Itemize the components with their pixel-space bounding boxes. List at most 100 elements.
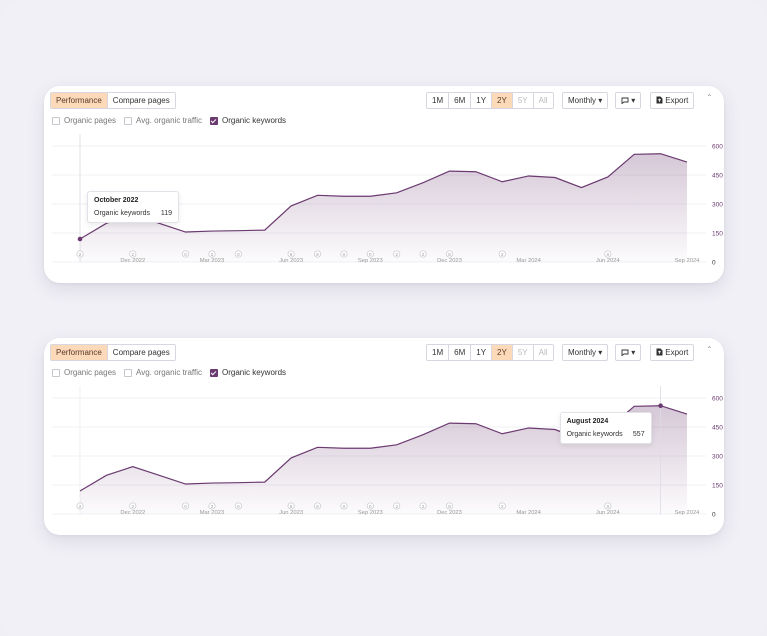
range-6m-button[interactable]: 6M xyxy=(449,345,472,360)
checkbox[interactable] xyxy=(124,368,133,377)
annotation-marker-label: 0 xyxy=(343,252,346,257)
organic-keywords-chart: 600 450 300 150 0 Dec 2022 Mar 2023 Jun 2023 Sep… xyxy=(52,386,723,519)
range-1y-button[interactable]: 1Y xyxy=(471,93,493,108)
export-icon xyxy=(656,96,663,104)
range-all-button[interactable]: All xyxy=(533,93,553,108)
x-tick-label: Mar 2023 xyxy=(200,258,225,264)
annotation-marker-label: 8 xyxy=(316,504,319,509)
view-tabs: Performance Compare pages xyxy=(50,344,176,361)
chevron-down-icon: ▾ xyxy=(631,96,636,105)
comment-icon xyxy=(621,97,629,105)
annotation-marker xyxy=(366,250,374,258)
annotation-marker xyxy=(234,250,242,258)
x-tick-label: Sep 2023 xyxy=(358,510,383,516)
comment-icon xyxy=(621,349,629,357)
organic-keywords-chart: 600 450 300 150 0 Dec 2022 Mar 2023 Jun 2023 Sep… xyxy=(52,134,723,267)
annotation-marker xyxy=(393,250,401,258)
annotation-marker xyxy=(445,250,454,258)
tooltip-value: 119 xyxy=(160,209,172,217)
annotation-marker-label: 2 xyxy=(132,504,135,509)
annotation-marker-label: 8 xyxy=(290,504,293,509)
comment-dropdown[interactable]: ▾ xyxy=(615,92,642,109)
checkbox[interactable] xyxy=(210,116,218,125)
comment-dropdown[interactable]: ▾ xyxy=(615,344,642,361)
performance-card-1: Performance Compare pages 1M 6M 1Y 2Y 5Y… xyxy=(44,86,724,283)
range-1m-button[interactable]: 1M xyxy=(427,345,450,360)
annotation-marker xyxy=(208,502,216,510)
annotation-marker xyxy=(393,502,401,510)
range-5y-button[interactable]: 5Y xyxy=(512,93,534,108)
annotation-marker-label: 8 xyxy=(448,252,451,257)
range-all-button[interactable]: All xyxy=(533,345,553,360)
checkbox[interactable] xyxy=(210,368,218,377)
tab-performance[interactable]: Performance xyxy=(51,93,108,108)
checkbox[interactable] xyxy=(52,116,60,125)
annotation-marker-label: 2 xyxy=(501,252,504,257)
legend-organic-keywords[interactable]: Organic keywords xyxy=(210,116,286,125)
interval-label: Monthly xyxy=(568,348,597,357)
range-1y-button[interactable]: 1Y xyxy=(471,345,493,360)
y-tick-label: 300 xyxy=(712,202,723,209)
annotation-marker xyxy=(129,250,137,258)
interval-label: Monthly xyxy=(568,96,597,105)
export-icon xyxy=(656,348,663,356)
range-5y-button[interactable]: 5Y xyxy=(512,345,534,360)
range-selector: 1M 6M 1Y 2Y 5Y All xyxy=(426,92,554,109)
interval-dropdown[interactable]: Monthly ▾ xyxy=(562,344,609,361)
x-tick-label: Dec 2023 xyxy=(437,258,462,264)
tab-performance[interactable]: Performance xyxy=(51,345,108,360)
export-label: Export xyxy=(665,96,689,105)
legend-avg-organic-traffic[interactable]: Avg. organic traffic xyxy=(124,116,202,125)
export-button[interactable]: Export xyxy=(650,92,695,109)
annotation-marker-label: 2 xyxy=(79,252,82,257)
annotation-marker-label: 0 xyxy=(369,252,372,257)
chevron-down-icon: ▾ xyxy=(598,348,603,357)
view-tabs: Performance Compare pages xyxy=(50,92,176,109)
tab-compare-pages[interactable]: Compare pages xyxy=(107,345,175,360)
annotation-marker-label: 0 xyxy=(369,504,372,509)
range-2y-button[interactable]: 2Y xyxy=(492,345,513,360)
export-button[interactable]: Export xyxy=(650,344,695,361)
annotation-marker-label: 2 xyxy=(395,504,398,509)
annotation-marker-label: 8 xyxy=(448,504,451,509)
export-label: Export xyxy=(665,348,689,357)
legend-avg-organic-traffic[interactable]: Avg. organic traffic xyxy=(124,368,202,377)
chart-tooltip: August 2024 Organic keywords 557 xyxy=(559,411,652,444)
annotation-marker xyxy=(76,250,84,258)
legend-organic-keywords[interactable]: Organic keywords xyxy=(210,368,286,377)
annotation-marker xyxy=(76,502,84,510)
annotation-marker-label: 0 xyxy=(607,504,610,509)
annotation-marker-label: 2 xyxy=(211,504,214,509)
annotation-marker xyxy=(313,502,322,510)
interval-dropdown[interactable]: Monthly ▾ xyxy=(562,92,609,109)
y-tick-label: 450 xyxy=(712,425,723,432)
annotation-marker-label: 2 xyxy=(211,252,214,257)
annotation-marker xyxy=(287,502,295,510)
chevron-up-icon[interactable]: ⌃ xyxy=(706,345,713,354)
checkbox[interactable] xyxy=(124,116,133,125)
chevron-up-icon[interactable]: ⌃ xyxy=(706,93,713,102)
legend-organic-pages[interactable]: Organic pages xyxy=(52,368,116,377)
range-2y-button[interactable]: 2Y xyxy=(492,93,513,108)
x-tick-label: Jun 2024 xyxy=(596,258,621,264)
metric-legend: Organic pages Avg. organic traffic Organ… xyxy=(52,368,286,377)
annotation-marker-label: 2 xyxy=(422,252,425,257)
annotation-marker-label: 0 xyxy=(237,252,240,257)
annotation-marker-label: 0 xyxy=(607,252,610,257)
tooltip-title: August 2024 xyxy=(566,417,609,425)
x-tick-label: Mar 2024 xyxy=(516,258,541,264)
hover-point xyxy=(77,236,83,242)
annotation-marker xyxy=(498,502,506,510)
checkbox[interactable] xyxy=(52,368,60,377)
range-6m-button[interactable]: 6M xyxy=(449,93,472,108)
legend-organic-pages[interactable]: Organic pages xyxy=(52,116,116,125)
range-1m-button[interactable]: 1M xyxy=(427,93,450,108)
annotation-marker-label: 0 xyxy=(184,252,187,257)
tab-compare-pages[interactable]: Compare pages xyxy=(107,93,175,108)
x-tick-label: Mar 2023 xyxy=(200,510,225,516)
y-tick-label: 150 xyxy=(712,231,723,238)
y-tick-label: 0 xyxy=(712,260,716,267)
annotation-marker xyxy=(340,502,348,510)
legend-label: Organic keywords xyxy=(222,368,287,377)
tooltip-title: October 2022 xyxy=(94,196,139,204)
